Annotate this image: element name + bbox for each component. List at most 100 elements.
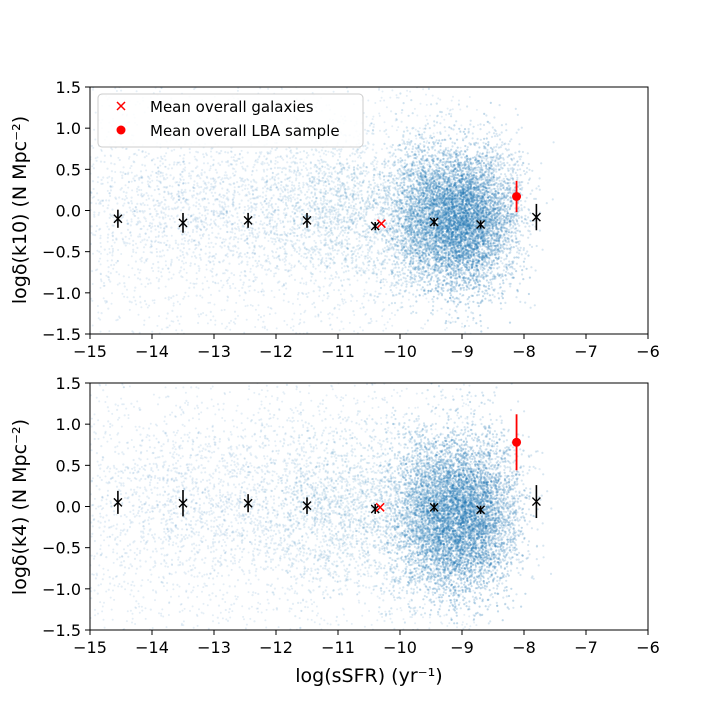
background-point xyxy=(255,169,258,172)
background-point xyxy=(373,159,376,162)
background-point xyxy=(373,264,376,267)
background-point xyxy=(268,219,271,222)
background-point xyxy=(248,278,251,282)
background-point xyxy=(132,177,135,180)
background-point xyxy=(107,233,110,236)
background-point xyxy=(148,304,151,307)
background-point xyxy=(173,148,176,151)
background-point xyxy=(373,242,376,245)
background-point xyxy=(223,177,227,180)
background-point xyxy=(459,108,462,111)
background-point xyxy=(230,272,233,275)
background-point xyxy=(328,247,332,250)
background-point xyxy=(270,184,273,187)
background-point xyxy=(133,214,136,217)
background-point xyxy=(202,162,206,165)
background-point xyxy=(316,217,320,220)
background-point xyxy=(415,289,419,292)
background-point xyxy=(234,170,237,173)
background-point xyxy=(164,186,167,189)
background-point xyxy=(437,97,440,100)
background-point xyxy=(324,166,327,169)
background-point xyxy=(194,158,197,161)
background-point xyxy=(302,150,306,153)
background-point xyxy=(357,148,360,151)
background-point xyxy=(300,158,303,161)
background-point xyxy=(420,326,423,329)
background-point xyxy=(109,189,112,192)
background-point xyxy=(335,162,338,165)
background-point xyxy=(161,172,164,174)
background-point xyxy=(472,273,474,276)
background-point xyxy=(108,192,111,195)
background-point xyxy=(281,167,284,170)
background-point xyxy=(147,282,150,285)
background-point xyxy=(209,318,212,322)
background-point xyxy=(95,224,98,228)
background-point xyxy=(373,155,376,158)
background-point xyxy=(304,268,307,271)
background-point xyxy=(378,114,381,117)
background-point xyxy=(267,268,271,271)
background-point xyxy=(101,182,104,185)
background-point xyxy=(265,175,268,178)
background-point xyxy=(232,156,235,159)
background-point xyxy=(281,245,284,248)
background-point xyxy=(440,281,443,284)
background-point xyxy=(338,308,341,311)
background-point xyxy=(208,169,211,172)
background-point xyxy=(373,186,376,189)
background-point xyxy=(274,233,277,236)
background-point xyxy=(190,221,193,224)
background-point xyxy=(320,158,323,161)
background-point xyxy=(106,225,109,228)
background-point xyxy=(111,232,114,235)
background-point xyxy=(353,275,356,277)
background-point xyxy=(426,140,429,143)
background-point xyxy=(130,164,133,168)
background-point xyxy=(355,299,358,302)
background-point xyxy=(248,206,251,210)
background-point xyxy=(190,170,193,173)
background-point xyxy=(142,211,145,214)
background-point xyxy=(107,307,110,310)
background-point xyxy=(247,183,250,186)
background-point xyxy=(302,186,305,189)
background-point xyxy=(341,285,344,288)
background-point xyxy=(361,224,364,227)
background-point xyxy=(123,282,126,285)
background-point xyxy=(291,210,294,213)
background-point xyxy=(401,142,404,145)
background-point xyxy=(103,210,106,213)
background-point xyxy=(335,236,338,239)
background-point xyxy=(446,152,449,155)
background-point xyxy=(173,220,176,224)
background-point xyxy=(242,211,245,215)
background-point xyxy=(188,206,191,209)
background-point xyxy=(346,188,349,191)
background-point xyxy=(219,163,222,167)
background-point xyxy=(308,180,311,183)
background-point xyxy=(372,233,375,236)
background-point xyxy=(128,156,131,158)
background-point xyxy=(298,226,301,229)
background-point xyxy=(107,270,110,273)
background-point xyxy=(204,229,207,232)
background-point xyxy=(343,289,346,292)
background-point xyxy=(455,311,458,314)
background-point xyxy=(339,187,342,190)
background-point xyxy=(390,254,393,257)
background-point xyxy=(302,161,305,164)
background-point xyxy=(203,182,206,185)
background-point xyxy=(212,164,215,167)
background-point xyxy=(317,224,320,228)
background-point xyxy=(439,98,442,101)
background-point xyxy=(327,313,330,316)
background-point xyxy=(145,303,148,306)
background-point xyxy=(373,240,376,243)
background-point xyxy=(390,271,393,274)
background-point xyxy=(333,188,336,191)
background-point xyxy=(265,197,268,201)
background-point xyxy=(136,220,139,223)
background-point xyxy=(267,306,270,309)
